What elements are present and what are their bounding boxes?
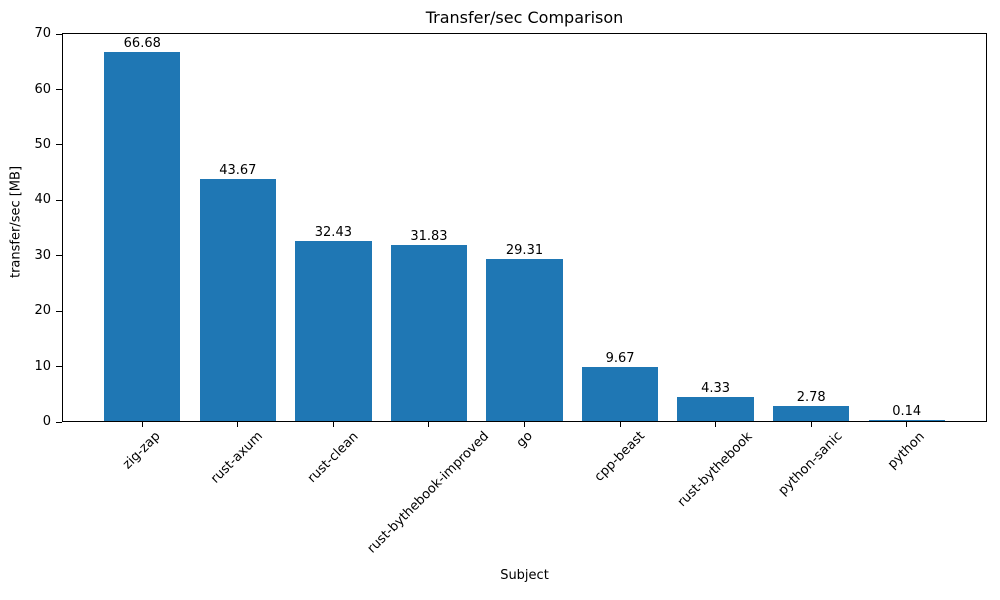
bar-value-label: 9.67 — [605, 351, 635, 367]
x-tick-label: go — [513, 428, 536, 451]
plot-area — [62, 33, 987, 422]
y-tick-label: 50 — [34, 136, 51, 152]
bar-value-label: 0.14 — [892, 404, 922, 420]
y-tick-label: 30 — [34, 247, 51, 263]
x-tick-label: rust-bythebook-improved — [364, 428, 493, 557]
x-tick — [524, 422, 525, 427]
bar-cpp-beast — [581, 367, 659, 421]
y-tick — [56, 421, 62, 423]
bar-value-label: 32.43 — [314, 225, 352, 241]
bar-go — [486, 258, 563, 421]
chart-title: Transfer/sec Comparison — [425, 8, 624, 27]
y-tick — [56, 33, 62, 35]
x-tick-label: python-sanic — [775, 429, 846, 499]
y-tick — [56, 366, 62, 368]
bar-zig-zap — [104, 51, 181, 421]
bar-python-sanic — [772, 405, 850, 421]
y-tick — [56, 144, 62, 146]
x-tick — [715, 422, 717, 427]
y-tick-label: 40 — [34, 192, 51, 208]
bar-value-label: 2.78 — [796, 389, 826, 405]
bar-value-label: 43.67 — [219, 163, 257, 178]
bar-value-label: 29.31 — [505, 242, 544, 258]
bar-value-label: 4.33 — [701, 381, 731, 396]
x-tick-label: cpp-beast — [591, 428, 648, 486]
x-tick-label: python — [885, 428, 928, 472]
y-tick — [56, 310, 62, 312]
bar-rust-bythebook-improved — [390, 244, 468, 421]
y-tick — [56, 199, 62, 201]
y-tick — [56, 89, 62, 91]
bar-python — [868, 420, 945, 421]
x-tick-label: zig-zap — [120, 428, 164, 473]
y-tick-label: 60 — [34, 81, 51, 97]
x-tick — [428, 422, 430, 427]
bar-rust-axum — [199, 179, 277, 421]
x-tick-label: rust-axum — [208, 429, 267, 487]
bar-rust-bythebook — [677, 397, 754, 421]
x-tick — [237, 422, 239, 427]
x-axis-label: Subject — [500, 568, 549, 583]
x-tick — [619, 422, 621, 427]
y-tick-label: 10 — [34, 358, 51, 374]
x-tick-label: rust-bythebook — [674, 428, 756, 510]
y-tick — [56, 255, 62, 257]
bar-rust-clean — [295, 241, 372, 421]
y-tick-label: 20 — [34, 303, 51, 319]
bar-value-label: 31.83 — [410, 228, 448, 244]
x-tick — [141, 422, 143, 427]
y-tick-label: 0 — [42, 414, 51, 429]
x-tick — [810, 422, 812, 427]
bar-value-label: 66.68 — [123, 35, 161, 51]
x-tick — [332, 422, 334, 427]
y-tick-label: 70 — [34, 26, 51, 42]
x-tick — [906, 422, 908, 427]
x-tick-label: rust-clean — [304, 428, 362, 486]
